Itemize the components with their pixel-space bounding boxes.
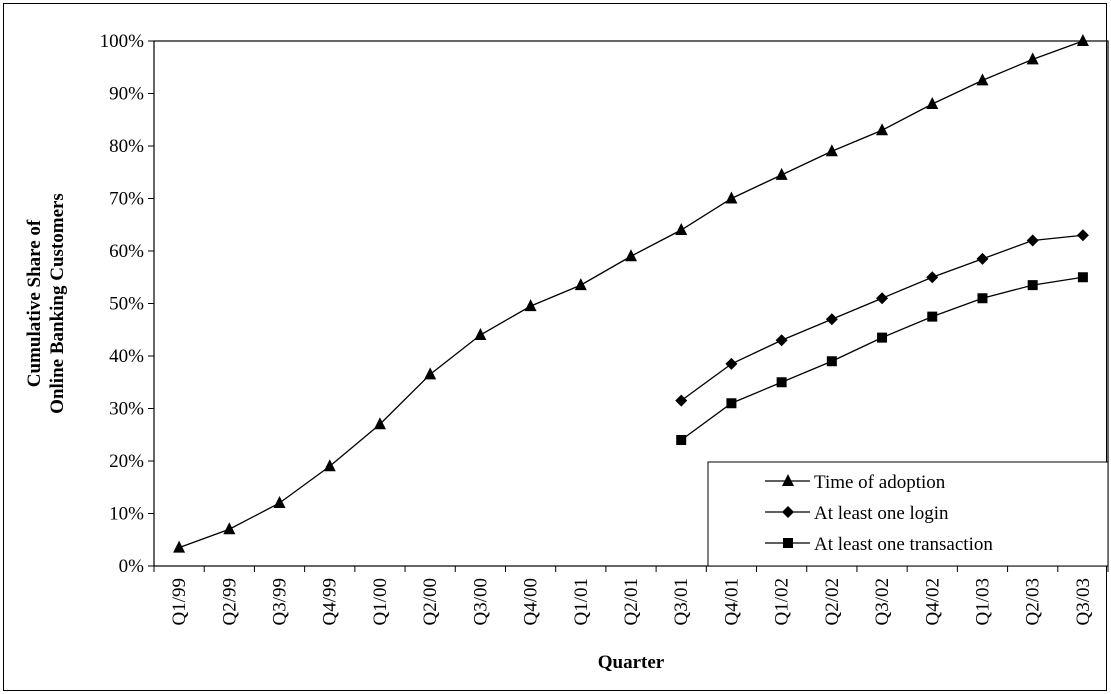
x-tick-label: Q1/01 — [571, 578, 592, 626]
x-tick-label: Q4/02 — [922, 578, 943, 626]
y-tick-label: 90% — [109, 84, 144, 105]
data-point — [726, 398, 737, 409]
x-tick-label: Q1/00 — [370, 578, 391, 626]
legend-entry: At least one transaction — [765, 534, 993, 555]
y-tick-label: 20% — [109, 451, 144, 472]
series-layer — [173, 34, 1089, 553]
legend-marker — [782, 506, 794, 518]
x-tick-label: Q2/00 — [420, 578, 441, 626]
y-axis-title: Cumulative Share of Online Banking Custo… — [24, 193, 68, 414]
x-tick-label: Q2/01 — [621, 578, 642, 626]
legend-box — [707, 461, 1109, 567]
data-point — [775, 334, 788, 347]
x-tick-label: Q4/00 — [521, 578, 542, 626]
data-point — [524, 299, 537, 312]
y-tick-label: 60% — [109, 241, 144, 262]
data-point — [976, 252, 989, 265]
data-point — [977, 293, 988, 304]
data-point — [1076, 34, 1089, 46]
data-point — [676, 435, 687, 445]
x-axis-ticks: Q1/99 Q2/99 Q3/99 Q4/99 Q1/00 Q2/00 Q3/00 Q4/00… — [153, 566, 1109, 626]
y-axis-title-line-2: Online Banking Customers — [47, 193, 68, 414]
data-point — [725, 357, 738, 370]
legend-marker — [783, 538, 793, 548]
y-tick-label: 80% — [109, 136, 144, 157]
series-3 — [676, 272, 1088, 445]
data-point — [926, 271, 939, 284]
data-point — [725, 191, 738, 204]
legend: Time of adoption At least one login At lea… — [707, 461, 1109, 567]
x-axis-title: Quarter — [598, 652, 665, 673]
data-point — [825, 313, 838, 326]
x-tick-label: Q3/01 — [671, 578, 692, 626]
legend-marker — [782, 474, 794, 486]
data-point — [675, 394, 688, 407]
data-point — [926, 97, 939, 109]
y-tick-label: 100% — [100, 31, 145, 52]
y-axis-ticks: 0% 10% 20% 30% 40% 50% 60% 70% 80% 90% 100% — [100, 31, 154, 577]
data-point — [574, 278, 587, 291]
series-line — [680, 234, 1083, 402]
data-point — [876, 123, 889, 136]
legend-label: Time of adoption — [814, 472, 946, 493]
x-tick-label: Q3/03 — [1073, 578, 1094, 626]
data-point — [1027, 280, 1038, 291]
y-tick-label: 0% — [119, 556, 145, 577]
y-tick-label: 40% — [109, 346, 144, 367]
data-point — [876, 292, 889, 305]
chart-frame — [3, 3, 1107, 691]
y-tick-label: 10% — [109, 504, 144, 525]
x-tick-label: Q1/99 — [169, 578, 190, 626]
y-tick-label: 50% — [109, 294, 144, 315]
legend-label: At least one login — [814, 503, 949, 524]
data-point — [173, 540, 186, 553]
x-tick-label: Q4/99 — [320, 578, 341, 626]
x-tick-label: Q4/01 — [721, 578, 742, 626]
legend-label: At least one transaction — [814, 534, 993, 555]
x-tick-label: Q2/99 — [219, 578, 240, 626]
data-point — [1026, 234, 1039, 247]
data-point — [223, 522, 236, 535]
x-tick-label: Q3/99 — [270, 578, 291, 626]
series-2 — [675, 229, 1089, 407]
data-point — [474, 328, 487, 340]
x-tick-label: Q2/02 — [822, 578, 843, 626]
y-tick-label: 70% — [109, 189, 144, 210]
data-point — [927, 311, 938, 322]
y-tick-label: 30% — [109, 399, 144, 420]
y-axis-title-line-1: Cumulative Share of — [24, 219, 45, 387]
legend-entry: Time of adoption — [765, 472, 946, 493]
data-point — [625, 249, 637, 262]
x-tick-label: Q1/02 — [772, 578, 793, 626]
data-point — [1076, 229, 1089, 242]
data-point — [775, 167, 788, 180]
x-tick-label: Q2/03 — [1023, 578, 1044, 626]
x-tick-label: Q3/00 — [470, 578, 491, 626]
data-point — [877, 332, 888, 343]
data-point — [373, 417, 386, 430]
data-point — [1077, 272, 1088, 283]
data-point — [776, 377, 787, 388]
data-point — [323, 459, 336, 472]
x-tick-label: Q3/02 — [872, 578, 893, 626]
data-point — [424, 367, 437, 380]
data-point — [826, 356, 837, 367]
data-point — [976, 73, 989, 86]
legend-entry: At least one login — [765, 503, 949, 524]
series-1 — [173, 34, 1089, 553]
data-point — [273, 496, 286, 508]
x-tick-label: Q1/03 — [972, 578, 993, 626]
data-point — [675, 223, 688, 235]
data-point — [825, 144, 838, 157]
data-point — [1026, 52, 1039, 65]
